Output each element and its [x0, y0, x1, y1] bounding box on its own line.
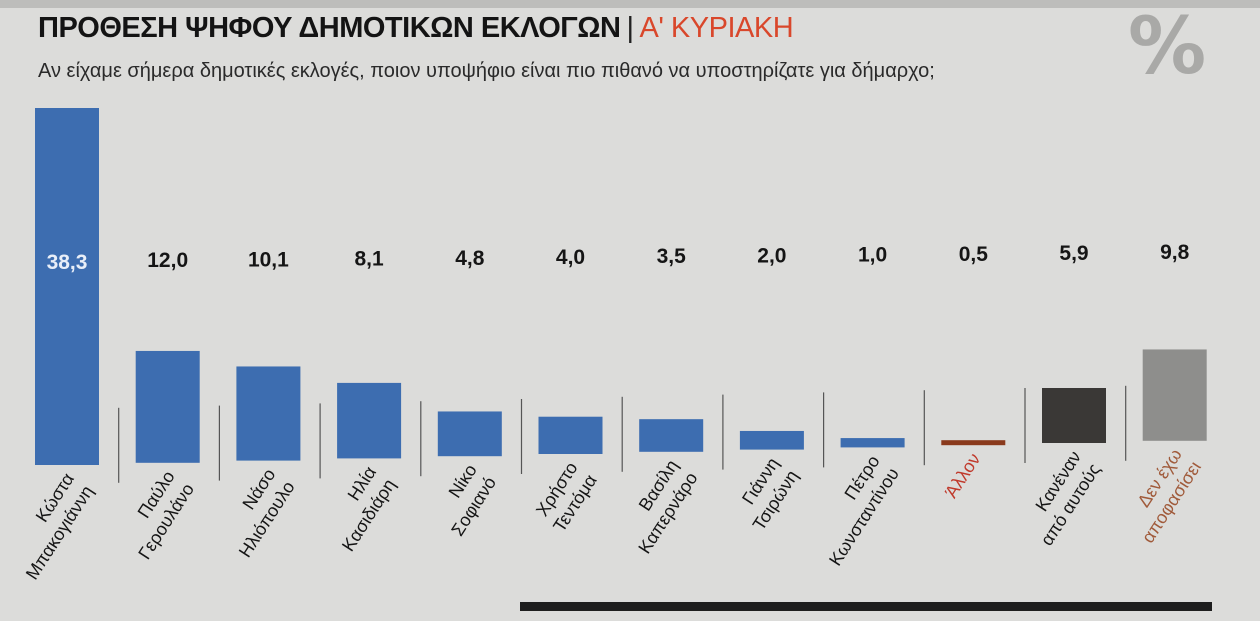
- bar-3: [236, 366, 301, 461]
- bar-2: [135, 350, 200, 463]
- bar-9: [840, 438, 905, 448]
- percent-symbol: %: [1128, 2, 1207, 92]
- title-subtitle: Α' ΚΥΡΙΑΚΗ: [639, 12, 794, 44]
- category-label: Άλλον: [941, 450, 984, 502]
- bar-5: [437, 411, 502, 457]
- value-label: 12,0: [147, 249, 188, 272]
- value-label: 1,0: [858, 244, 887, 267]
- value-label: 4,8: [455, 247, 485, 270]
- title-separator: |: [626, 12, 634, 44]
- value-label: 0,5: [959, 243, 989, 266]
- value-label: 4,0: [556, 246, 585, 269]
- title-main: ΠΡΟΘΕΣΗ ΨΗΦΟΥ ΔΗΜΟΤΙΚΩΝ ΕΚΛΟΓΩΝ: [38, 12, 621, 44]
- value-label: 8,1: [354, 248, 384, 271]
- bar-8: [739, 430, 804, 450]
- value-label: 10,1: [248, 248, 289, 271]
- bar-6: [538, 416, 603, 454]
- value-label: 38,3: [47, 251, 88, 274]
- bar-1: [35, 108, 99, 465]
- chart-question: Αν είχαμε σήμερα δημοτικές εκλογές, ποιο…: [38, 60, 935, 82]
- bar-10: [941, 440, 1006, 446]
- chart-title: ΠΡΟΘΕΣΗ ΨΗΦΟΥ ΔΗΜΟΤΙΚΩΝ ΕΚΛΟΓΩΝ | Α' ΚΥΡΙΑ…: [38, 12, 794, 45]
- value-label: 9,8: [1160, 241, 1190, 264]
- top-rule: [0, 0, 1260, 8]
- bar-12: [1142, 349, 1207, 441]
- bar-7: [639, 419, 704, 452]
- bar-4: [337, 382, 402, 459]
- value-label: 3,5: [657, 245, 687, 268]
- value-label: 2,0: [757, 244, 786, 267]
- value-label: 5,9: [1059, 242, 1088, 265]
- bar-11: [1042, 388, 1106, 443]
- bottom-rule: [520, 602, 1212, 611]
- category-label-line: Άλλον: [941, 450, 984, 502]
